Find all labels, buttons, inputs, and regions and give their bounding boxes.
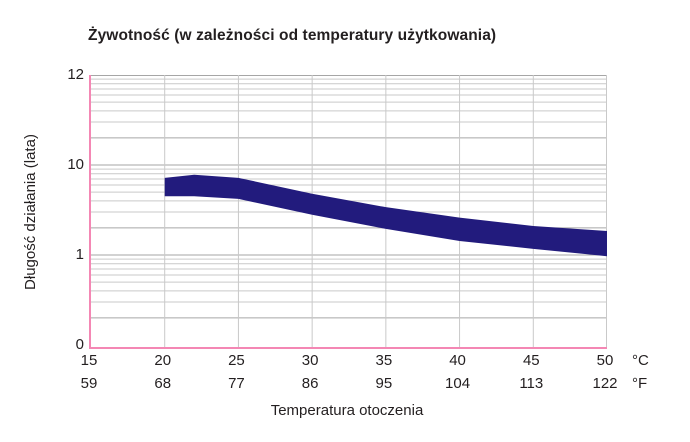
y-tick-label: 10 [67,156,84,173]
battery-life-band [164,174,607,257]
plot-canvas [91,75,607,347]
y-axis-title: Długość działania (lata) [22,134,39,290]
x-tick-celsius: 25 [228,352,245,369]
chart-title: Żywotność (w zależności od temperatury u… [88,27,497,44]
x-tick-celsius: 50 [596,352,614,369]
x-tick-fahrenheit: 113 [519,375,544,392]
x-tick-celsius: 20 [154,352,172,369]
y-tick-label: 1 [75,246,84,263]
plot-area [89,75,607,349]
y-tick-label: 0 [75,336,84,353]
x-tick-fahrenheit: 122 [592,375,618,392]
y-tick-label: 12 [67,66,84,83]
x-tick-celsius: 40 [449,352,466,369]
x-tick-fahrenheit: 95 [375,375,393,392]
x-tick-fahrenheit: 77 [228,375,245,392]
celsius-unit-label: °C [632,352,649,369]
x-axis-title: Temperatura otoczenia [270,402,424,419]
fahrenheit-unit-label: °F [632,375,648,392]
x-tick-fahrenheit: 68 [154,375,172,392]
x-tick-celsius: 35 [375,352,393,369]
x-tick-celsius: 45 [522,352,540,369]
x-tick-celsius: 15 [80,352,98,369]
x-tick-fahrenheit: 59 [80,375,98,392]
x-tick-fahrenheit: 104 [445,375,471,392]
x-tick-celsius: 30 [301,352,319,369]
x-tick-fahrenheit: 86 [301,375,319,392]
